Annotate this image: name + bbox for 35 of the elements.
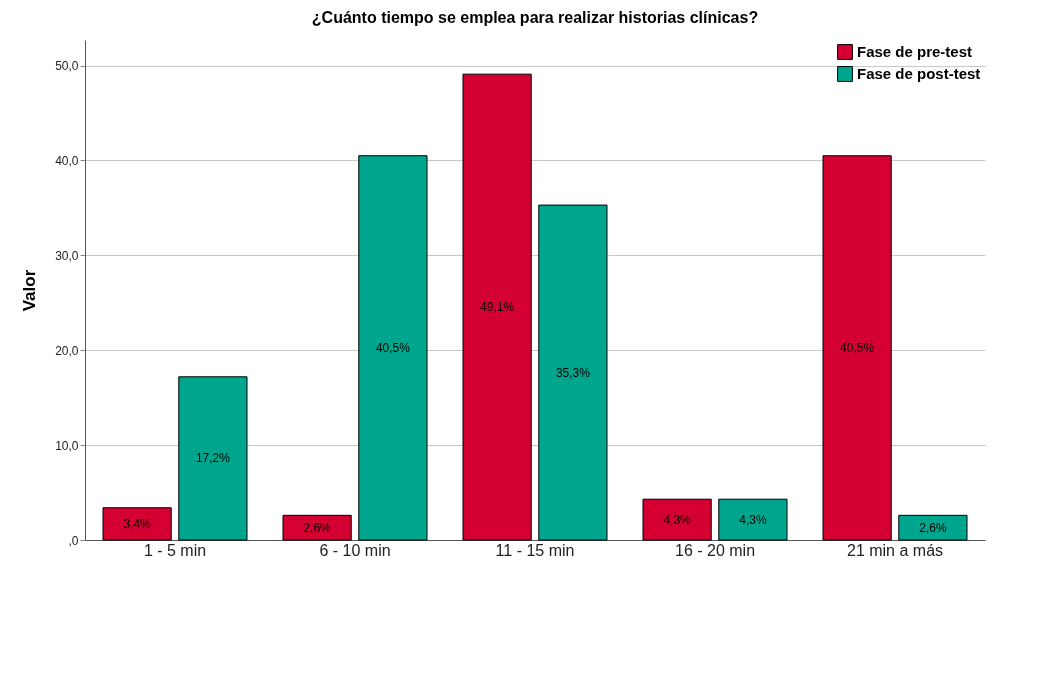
bar	[538, 204, 608, 541]
chart-title: ¿Cuánto tiempo se emplea para realizar historias clínicas?	[311, 9, 759, 26]
data-label: 35,3%	[555, 365, 591, 380]
bar	[462, 73, 532, 541]
y-axis-title: Valor	[20, 269, 40, 312]
data-label: 4,3%	[739, 512, 767, 527]
y-tick-label: 30,0	[55, 248, 79, 263]
x-tick-label: 11 - 15 min	[495, 541, 575, 559]
x-tick-label: 21 min a más	[846, 541, 944, 559]
bar	[718, 498, 788, 541]
y-tick-label: 40,0	[55, 153, 79, 168]
data-label: 40,5%	[375, 340, 411, 355]
bar	[102, 507, 172, 541]
y-tick-label: 20,0	[55, 343, 79, 358]
y-tick-label: 10,0	[55, 438, 79, 453]
bar	[178, 376, 248, 541]
data-label: 3,4%	[123, 516, 152, 531]
bar	[282, 514, 352, 541]
bar	[822, 155, 892, 541]
bar	[898, 514, 968, 541]
x-tick-label: 16 - 20 min	[674, 541, 756, 559]
bar	[358, 155, 428, 541]
x-tick-label: 6 - 10 min	[319, 541, 391, 559]
data-label: 2,6%	[303, 520, 332, 535]
data-label: 17,2%	[195, 451, 231, 466]
x-tick-label: 1 - 5 min	[143, 541, 207, 559]
data-label: 40,5%	[840, 340, 875, 355]
data-label: 2,6%	[919, 520, 947, 535]
data-label: 49,1%	[480, 300, 515, 315]
y-tick-label: 50,0	[55, 59, 79, 74]
y-tick-label: ,0	[68, 533, 79, 548]
bar	[642, 498, 712, 541]
data-label: 4,3%	[663, 512, 692, 527]
legend-label: Fase de post-test	[857, 65, 981, 82]
legend-label: Fase de pre-test	[857, 43, 973, 60]
